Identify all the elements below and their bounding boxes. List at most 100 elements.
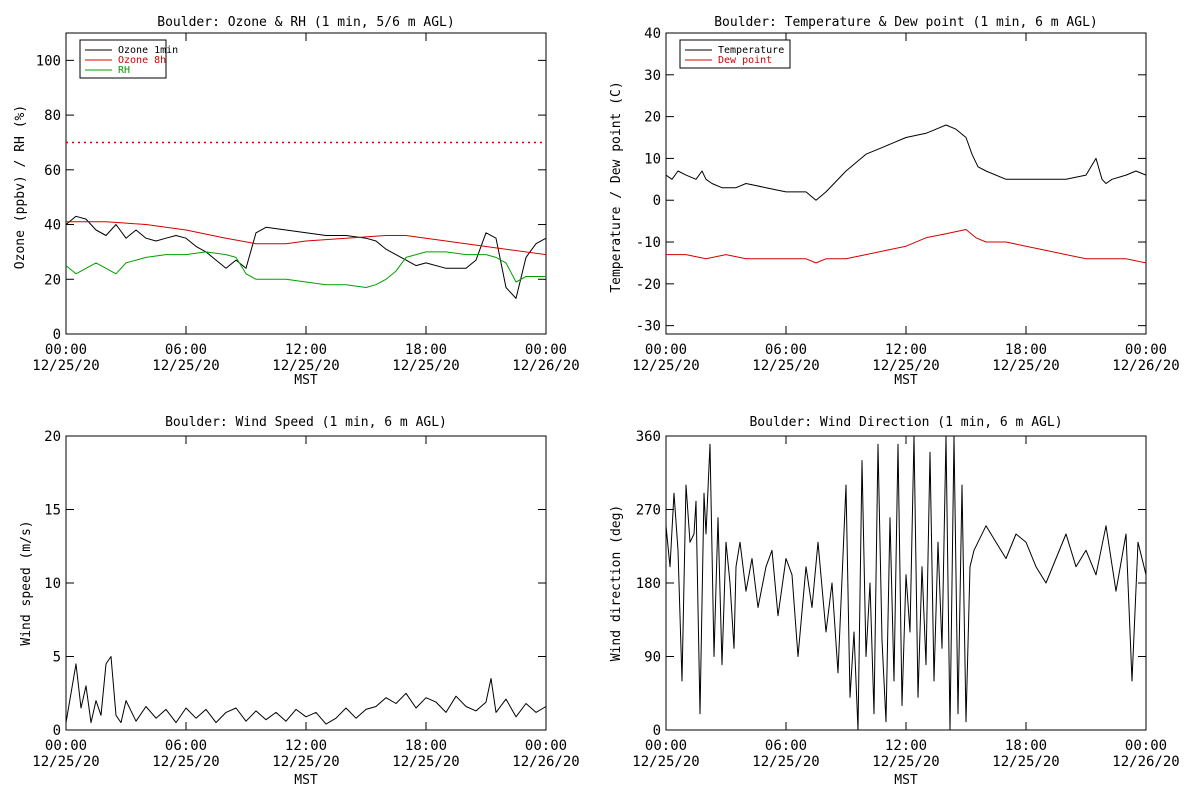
legend-label-ozone-1min: Ozone 1min (118, 45, 178, 56)
chart-title: Boulder: Wind Direction (1 min, 6 m AGL) (749, 415, 1062, 430)
x-tick-label-time: 00:00 (1125, 342, 1167, 358)
chart-title: Boulder: Wind Speed (1 min, 6 m AGL) (165, 415, 447, 430)
y-tick-label: -30 (636, 319, 661, 335)
x-tick-label-time: 12:00 (885, 738, 927, 754)
y-tick-label: 90 (644, 650, 661, 666)
y-tick-label: 10 (44, 576, 61, 592)
x-tick-label-date: 12/25/20 (872, 358, 939, 374)
y-tick-label: 180 (636, 576, 661, 592)
x-tick-label-date: 12/25/20 (752, 358, 819, 374)
x-tick-label-date: 12/25/20 (992, 358, 1059, 374)
y-axis-label: Wind speed (m/s) (19, 520, 34, 645)
series-line-ozone-8h (66, 221, 547, 256)
y-tick-label: 0 (53, 327, 61, 343)
legend-label-dew-point: Dew point (718, 55, 772, 66)
y-tick-label: 40 (44, 218, 61, 234)
series-line-temperature (665, 124, 1147, 201)
x-tick-label-time: 12:00 (285, 738, 327, 754)
x-tick-label-time: 18:00 (405, 738, 447, 754)
y-axis-label: Wind direction (deg) (609, 505, 624, 662)
y-tick-label: 0 (53, 723, 61, 739)
x-tick-label-time: 00:00 (45, 738, 87, 754)
x-tick-label-time: 00:00 (645, 342, 687, 358)
x-axis-label: MST (294, 773, 318, 788)
y-tick-label: 80 (44, 108, 61, 124)
y-tick-label: -10 (636, 235, 661, 251)
y-tick-label: 60 (44, 163, 61, 179)
x-tick-label-time: 00:00 (525, 342, 567, 358)
y-tick-label: 100 (36, 53, 61, 69)
legend: Ozone 1min Ozone 8h RH (79, 39, 178, 79)
x-tick-label-date: 12/25/20 (632, 754, 699, 770)
x-tick-label-date: 12/26/20 (512, 358, 579, 374)
x-tick-label-date: 12/25/20 (272, 358, 339, 374)
panel-ozone-rh: Boulder: Ozone & RH (1 min, 5/6 m AGL) 0… (13, 15, 580, 388)
chart-title: Boulder: Temperature & Dew point (1 min,… (714, 15, 1098, 30)
x-tick-label-date: 12/25/20 (32, 358, 99, 374)
x-tick-label-date: 12/25/20 (32, 754, 99, 770)
series-line-dew-point (666, 229, 1147, 264)
y-axis-label: Temperature / Dew point (C) (609, 81, 624, 292)
x-tick-label-time: 18:00 (1005, 738, 1047, 754)
x-tick-label-date: 12/25/20 (152, 358, 219, 374)
x-tick-label-time: 00:00 (645, 738, 687, 754)
plot-area: 00:0012/25/2006:0012/25/2012:0012/25/201… (632, 26, 1179, 374)
plot-area: 00:0012/25/2006:0012/25/2012:0012/25/201… (632, 429, 1179, 770)
x-tick-label-time: 06:00 (765, 738, 807, 754)
x-tick-label-time: 06:00 (165, 738, 207, 754)
x-tick-label-date: 12/25/20 (752, 754, 819, 770)
legend-label-temperature: Temperature (718, 45, 784, 56)
series-line-1 (665, 435, 1147, 731)
legend-box (679, 39, 791, 69)
x-tick-label-date: 12/25/20 (152, 754, 219, 770)
y-tick-label: 15 (44, 503, 61, 519)
y-axis-label: Ozone (ppbv) / RH (%) (13, 105, 28, 269)
x-axis-label: MST (894, 373, 918, 388)
x-tick-label-time: 00:00 (45, 342, 87, 358)
panel-wind-speed: Boulder: Wind Speed (1 min, 6 m AGL) 00:… (19, 415, 580, 788)
y-tick-label: 0 (653, 723, 661, 739)
y-tick-label: 5 (53, 650, 61, 666)
series-line-1 (65, 656, 547, 725)
x-tick-label-date: 12/25/20 (992, 754, 1059, 770)
x-tick-label-date: 12/25/20 (872, 754, 939, 770)
legend-box (79, 39, 167, 79)
y-tick-label: 0 (653, 193, 661, 209)
y-tick-label: 20 (644, 110, 661, 126)
panel-wind-direction: Boulder: Wind Direction (1 min, 6 m AGL)… (609, 415, 1180, 788)
y-tick-label: 30 (644, 68, 661, 84)
legend: Temperature Dew point (679, 39, 791, 69)
chart-title: Boulder: Ozone & RH (1 min, 5/6 m AGL) (157, 15, 454, 30)
x-tick-label-date: 12/26/20 (1112, 358, 1179, 374)
x-tick-label-time: 12:00 (285, 342, 327, 358)
y-tick-label: 10 (644, 151, 661, 167)
x-tick-label-date: 12/25/20 (392, 358, 459, 374)
y-tick-label: -20 (636, 277, 661, 293)
x-tick-label-time: 06:00 (165, 342, 207, 358)
x-axis-label: MST (294, 373, 318, 388)
series-line-ozone-1min (65, 215, 547, 299)
y-tick-label: 270 (636, 503, 661, 519)
y-tick-label: 20 (44, 429, 61, 445)
series-line-rh (65, 251, 546, 288)
x-tick-label-date: 12/25/20 (392, 754, 459, 770)
y-tick-label: 40 (644, 26, 661, 42)
x-tick-label-date: 12/26/20 (1112, 754, 1179, 770)
x-tick-label-time: 00:00 (1125, 738, 1167, 754)
x-tick-label-time: 06:00 (765, 342, 807, 358)
y-tick-label: 360 (636, 429, 661, 445)
x-tick-label-date: 12/25/20 (632, 358, 699, 374)
x-tick-label-time: 00:00 (525, 738, 567, 754)
plot-area: 00:0012/25/2006:0012/25/2012:0012/25/201… (32, 32, 580, 374)
panel-temperature-dewpoint: Boulder: Temperature & Dew point (1 min,… (609, 15, 1180, 388)
plot-area: 00:0012/25/2006:0012/25/2012:0012/25/201… (32, 429, 579, 770)
x-axis-label: MST (894, 773, 918, 788)
x-tick-label-time: 18:00 (405, 342, 447, 358)
x-tick-label-date: 12/26/20 (512, 754, 579, 770)
y-tick-label: 20 (44, 272, 61, 288)
x-tick-label-date: 12/25/20 (272, 754, 339, 770)
x-tick-label-time: 12:00 (885, 342, 927, 358)
legend-label-rh: RH (118, 65, 130, 76)
